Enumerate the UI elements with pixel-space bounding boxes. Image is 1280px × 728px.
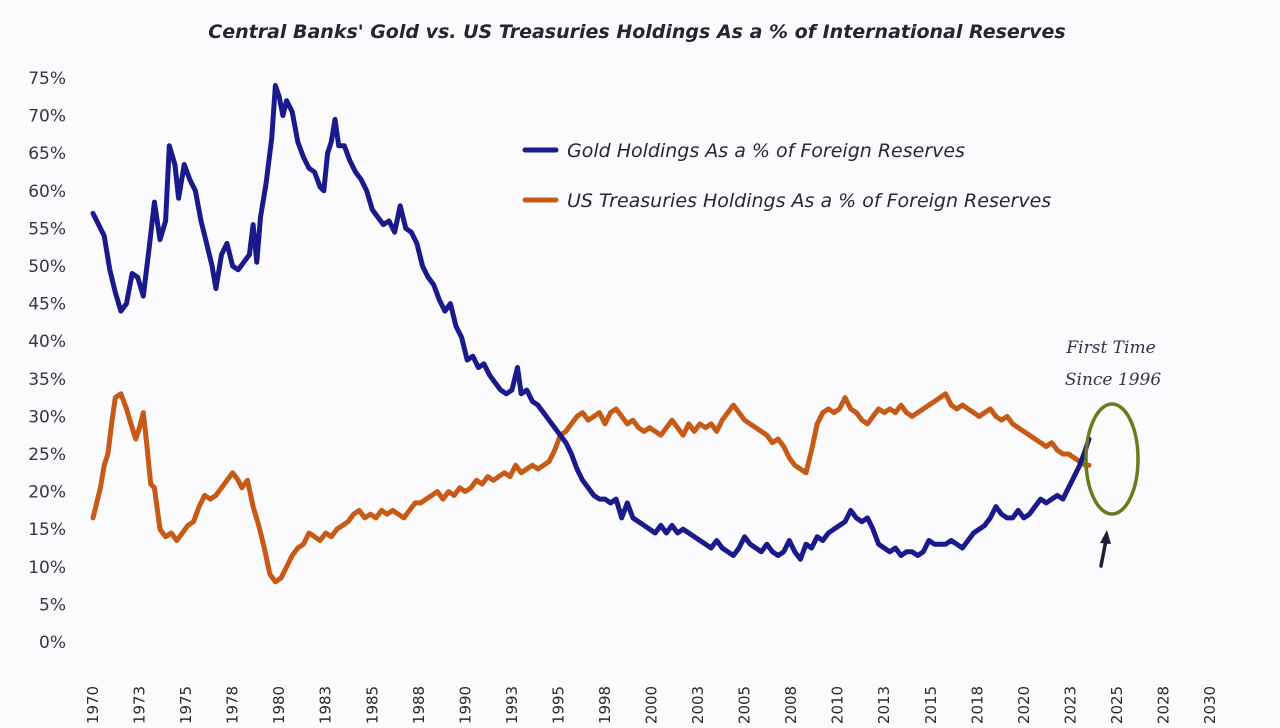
- series-line-gold: [90, 83, 1092, 562]
- x-tick-label: 2013: [875, 686, 893, 724]
- x-tick-label: 1975: [177, 686, 195, 724]
- y-tick-label: 25%: [28, 445, 66, 465]
- x-tick-label: 1973: [131, 686, 149, 724]
- y-tick-label: 20%: [28, 483, 66, 503]
- x-tick-label: 2018: [968, 686, 986, 724]
- chart-title: Central Banks' Gold vs. US Treasuries Ho…: [208, 21, 1065, 43]
- x-axis: 1970 1973 1975 1978 1980 1983 1985 1988 1990 1993…: [84, 686, 1219, 724]
- legend-item-treasuries: US Treasuries Holdings As a % of Foreign…: [522, 190, 1051, 212]
- x-tick-label: 2028: [1154, 686, 1172, 724]
- x-tick-label: 1970: [84, 686, 102, 724]
- y-tick-label: 0%: [39, 633, 66, 653]
- x-tick-label: 1978: [224, 686, 242, 724]
- y-tick-label: 40%: [28, 332, 66, 352]
- annotation-text-line1: First Time: [1065, 338, 1155, 358]
- legend: Gold Holdings As a % of Foreign Reserves…: [522, 140, 1051, 212]
- x-tick-label: 2000: [643, 686, 661, 724]
- y-tick-label: 5%: [39, 595, 66, 615]
- x-tick-label: 1988: [410, 686, 428, 724]
- x-tick-label: 1980: [270, 686, 288, 724]
- x-tick-label: 1995: [549, 686, 567, 724]
- x-tick-label: 2015: [922, 686, 940, 724]
- y-tick-label: 10%: [28, 558, 66, 578]
- legend-label-gold: Gold Holdings As a % of Foreign Reserves: [567, 140, 965, 162]
- x-tick-label: 2030: [1201, 686, 1219, 724]
- legend-label-treasuries: US Treasuries Holdings As a % of Foreign…: [567, 190, 1051, 212]
- annotation-text-line2: Since 1996: [1065, 370, 1161, 390]
- series-line-treasuries: [90, 391, 1092, 585]
- x-tick-label: 1998: [596, 686, 614, 724]
- arrow-up-icon: [1099, 530, 1111, 568]
- y-tick-label: 45%: [28, 295, 66, 315]
- series-layer: [90, 83, 1092, 585]
- x-tick-label: 2025: [1108, 686, 1126, 724]
- y-tick-label: 55%: [28, 219, 66, 239]
- x-tick-label: 2005: [736, 686, 754, 724]
- x-tick-label: 1990: [456, 686, 474, 724]
- x-tick-label: 1983: [317, 686, 335, 724]
- x-tick-label: 2010: [829, 686, 847, 724]
- x-tick-label: 2008: [782, 686, 800, 724]
- y-tick-label: 70%: [28, 107, 66, 127]
- x-tick-label: 1985: [363, 686, 381, 724]
- annotation-ellipse: [1084, 402, 1140, 516]
- y-tick-label: 35%: [28, 370, 66, 390]
- y-tick-label: 30%: [28, 407, 66, 427]
- x-tick-label: 1993: [503, 686, 521, 724]
- y-axis: 0% 5% 10% 15% 20% 25% 30% 35% 40% 45% 50% 55% 60% 65%…: [28, 69, 66, 653]
- annotation-first-time: First Time Since 1996: [1065, 338, 1161, 568]
- y-tick-label: 50%: [28, 257, 66, 277]
- y-tick-label: 65%: [28, 144, 66, 164]
- x-tick-label: 2023: [1061, 686, 1079, 724]
- y-tick-label: 15%: [28, 520, 66, 540]
- y-tick-label: 75%: [28, 69, 66, 89]
- x-tick-label: 2020: [1015, 686, 1033, 724]
- x-tick-label: 2003: [689, 686, 707, 724]
- legend-item-gold: Gold Holdings As a % of Foreign Reserves: [522, 140, 965, 162]
- y-tick-label: 60%: [28, 182, 66, 202]
